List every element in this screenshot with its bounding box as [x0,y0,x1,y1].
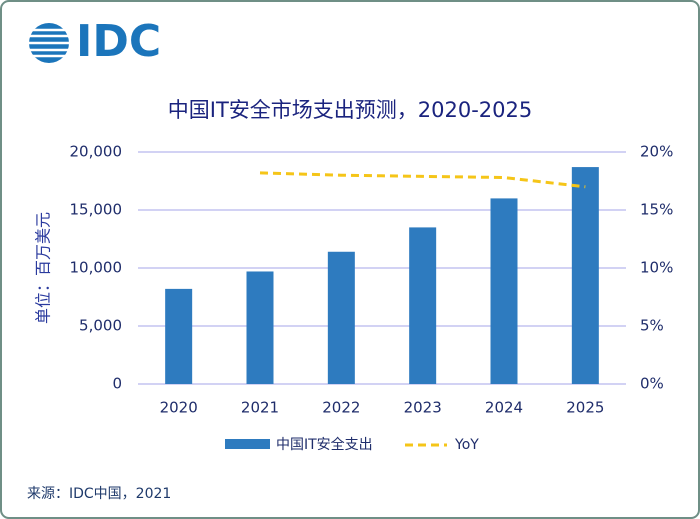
bar [409,227,437,384]
logo-text: IDC [76,16,161,67]
bar [246,271,274,384]
bar [490,198,518,384]
x-tick-label: 2024 [485,399,523,417]
y-axis-label: 单位：百万美元 [34,212,53,324]
y-tick-label: 15,000 [70,201,123,219]
logo-globe [27,23,71,63]
y-tick-label: 0 [112,375,122,393]
bar [327,251,355,384]
source: 来源：IDC中国，2021 [27,486,171,502]
bar [165,288,193,384]
x-tick-label: 2022 [322,399,360,417]
chart-title: 中国IT安全市场支出预测，2020-2025 [168,98,532,122]
x-tick-label: 2020 [160,399,198,417]
y2-tick-label: 5% [640,317,664,335]
x-tick-label: 2021 [241,399,279,417]
x-tick-label: 2025 [566,399,604,417]
bar [571,167,599,384]
y-tick-label: 10,000 [70,259,123,277]
y-tick-label: 20,000 [70,143,123,161]
legend-label: YoY [454,437,479,453]
y-tick-label: 5,000 [79,317,122,335]
legend-label: 中国IT安全支出 [276,436,373,453]
y2-tick-label: 15% [640,201,673,219]
line [259,171,586,189]
y2-tick-label: 0% [640,375,664,393]
legend-swatch [225,439,270,449]
y2-tick-label: 20% [640,143,673,161]
y2-tick-label: 10% [640,259,673,277]
x-tick-label: 2023 [404,399,442,417]
